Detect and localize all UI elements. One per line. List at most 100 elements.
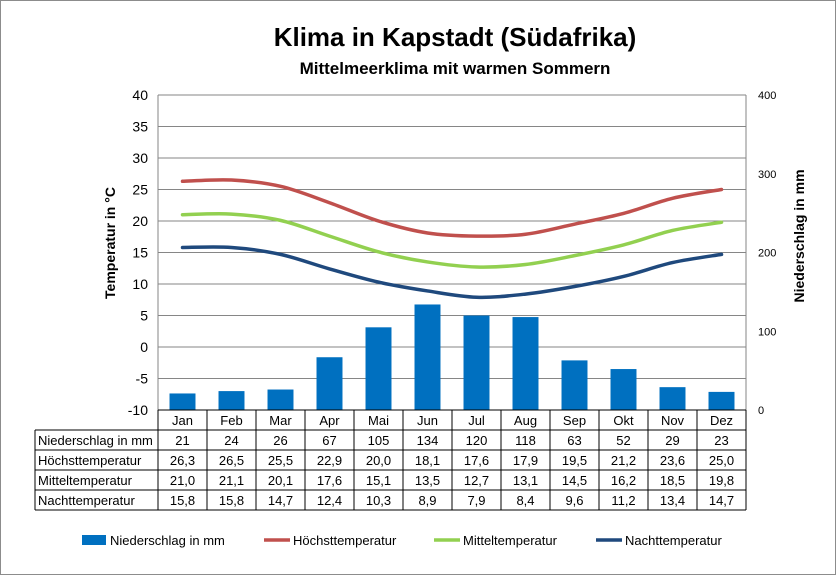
y-right-tick-label: 300: [758, 169, 776, 181]
precipitation-bars: [169, 304, 735, 410]
table-cell: 9,6: [565, 493, 583, 508]
table-cell: 12,7: [464, 473, 489, 488]
precipitation-bar: [708, 391, 735, 410]
y-left-tick-label: 40: [132, 87, 148, 103]
temperature-lines: [180, 178, 724, 300]
line-mitteltemperatur: [180, 212, 724, 269]
table-cell: 22,9: [317, 453, 342, 468]
precipitation-bar: [512, 317, 539, 410]
table-cell: 21,1: [219, 473, 244, 488]
table-cell: 13,4: [660, 493, 685, 508]
precipitation-bar: [463, 315, 490, 410]
table-cell: 26: [273, 433, 287, 448]
y-right-axis-title: Niederschlag in mm: [791, 169, 807, 302]
y-left-tick-label: 0: [140, 339, 148, 355]
table-cell: 26,3: [170, 453, 195, 468]
legend-swatch-precipitation: [82, 535, 106, 545]
x-tick-label: Dez: [710, 413, 733, 428]
x-tick-label: Sep: [563, 413, 586, 428]
table-cell: 7,9: [467, 493, 485, 508]
precipitation-bar: [267, 389, 294, 410]
x-tick-label: Mar: [269, 413, 292, 428]
table-cell: 67: [322, 433, 336, 448]
y-left-tick-label: 35: [132, 119, 148, 135]
table-cell: 16,2: [611, 473, 636, 488]
table-cell: 29: [665, 433, 679, 448]
table-cell: 13,1: [513, 473, 538, 488]
precipitation-bar: [316, 357, 343, 410]
legend-label: Nachttemperatur: [625, 533, 722, 548]
table-cell: 21,2: [611, 453, 636, 468]
table-cell: 52: [616, 433, 630, 448]
table-cell: 118: [515, 433, 536, 448]
table-cell: 20,1: [268, 473, 293, 488]
table-cell: 8,4: [516, 493, 534, 508]
x-tick-label: Mai: [368, 413, 389, 428]
legend-label: Mitteltemperatur: [463, 533, 558, 548]
x-tick-label: Okt: [613, 413, 634, 428]
table-cell: 26,5: [219, 453, 244, 468]
table-cell: 19,5: [562, 453, 587, 468]
table-cell: 11,2: [611, 493, 635, 508]
x-tick-label: Aug: [514, 413, 537, 428]
axes: 40 35 30 25 20 15 10 5 0 -5 -10 400 300 200 100 0 Temper…: [102, 87, 807, 418]
precipitation-bar: [610, 369, 637, 410]
y-left-axis-title: Temperatur in °C: [102, 187, 118, 299]
chart-title: Klima in Kapstadt (Südafrika): [273, 22, 637, 52]
y-left-tick-label: 20: [132, 213, 148, 229]
y-left-tick-label: 5: [140, 308, 148, 324]
table-cell: 25,5: [268, 453, 293, 468]
precipitation-bar: [218, 391, 245, 410]
table-cell: 8,9: [418, 493, 436, 508]
table-cell: 25,0: [709, 453, 734, 468]
line-nachttemperatur: [180, 245, 724, 300]
table-cell: 14,5: [562, 473, 587, 488]
table-cell: 21,0: [170, 473, 195, 488]
table-cell: 21: [175, 433, 189, 448]
table-cell: 14,7: [268, 493, 293, 508]
gridlines: [158, 94, 746, 379]
table-cell: 20,0: [366, 453, 391, 468]
y-right-tick-label: 0: [758, 405, 764, 417]
y-left-tick-label: 15: [132, 245, 148, 261]
y-left-tick-label: 30: [132, 150, 148, 166]
table-row-header: Niederschlag in mm: [38, 433, 153, 448]
table-cell: 17,6: [464, 453, 489, 468]
table-cell: 17,9: [513, 453, 538, 468]
y-left-tick-label: -5: [136, 371, 149, 387]
table-cell: 13,5: [415, 473, 440, 488]
table-row-header: Nachttemperatur: [38, 493, 135, 508]
precipitation-bar: [169, 393, 196, 410]
y-left-tick-label: -10: [128, 402, 148, 418]
table-cell: 19,8: [709, 473, 734, 488]
precipitation-bar: [561, 360, 588, 410]
y-left-tick-label: 25: [132, 182, 148, 198]
table-cell: 15,8: [170, 493, 195, 508]
x-tick-label: Nov: [661, 413, 685, 428]
data-table: Jan Feb Mar Apr Mai Jun Jul Aug Sep Okt Nov Dez Nied…: [34, 409, 747, 511]
legend-label: Höchsttemperatur: [293, 533, 397, 548]
y-right-tick-label: 400: [758, 90, 776, 102]
table-cell: 14,7: [709, 493, 734, 508]
table-row-header: Mitteltemperatur: [38, 473, 133, 488]
precipitation-bar: [414, 304, 441, 410]
precipitation-bar: [659, 387, 686, 410]
table-cell: 24: [224, 433, 238, 448]
table-cell: 17,6: [317, 473, 342, 488]
table-cell: 18,1: [415, 453, 440, 468]
table-cell: 134: [417, 433, 439, 448]
legend-label: Niederschlag in mm: [110, 533, 225, 548]
table-row-header: Höchsttemperatur: [38, 453, 142, 468]
x-tick-label: Apr: [319, 413, 340, 428]
table-cell: 15,1: [366, 473, 391, 488]
table-cell: 18,5: [660, 473, 685, 488]
table-cell: 15,8: [219, 493, 244, 508]
table-cell: 12,4: [317, 493, 342, 508]
precipitation-bar: [365, 327, 392, 410]
x-tick-label: Jul: [468, 413, 485, 428]
table-cell: 23: [714, 433, 728, 448]
table-cell: 63: [567, 433, 581, 448]
table-cell: 120: [466, 433, 488, 448]
table-cell: 10,3: [366, 493, 391, 508]
